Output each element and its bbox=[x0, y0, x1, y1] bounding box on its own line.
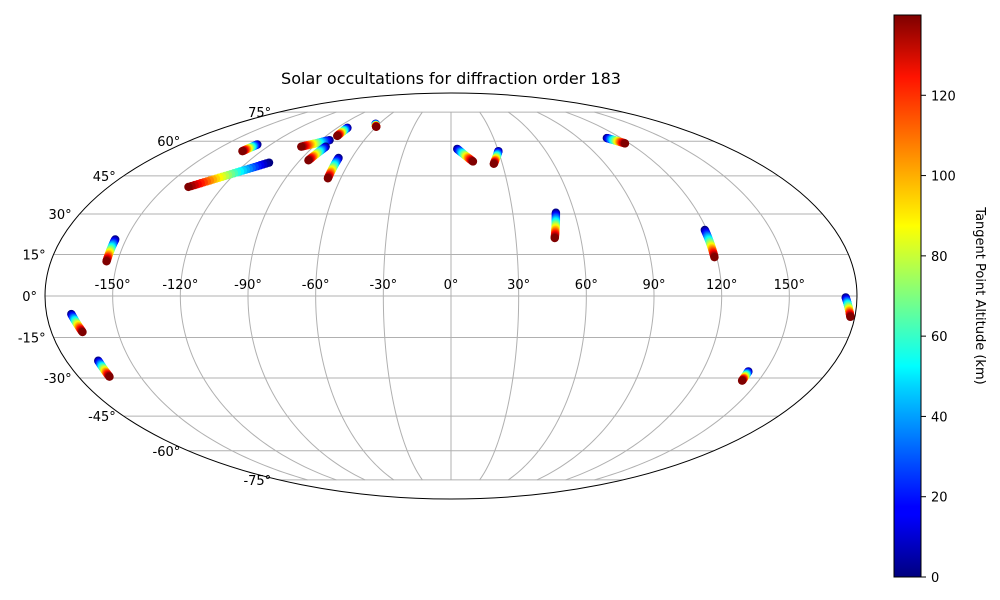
colorbar-tick-label: 40 bbox=[931, 410, 948, 425]
occultation-point bbox=[238, 146, 247, 156]
colorbar-tick-label: 80 bbox=[931, 250, 948, 265]
longitude-tick-label: -120° bbox=[162, 278, 198, 293]
latitude-tick-label: -30° bbox=[44, 372, 72, 387]
colorbar-ticks: 0 20 40 60 80 100 120 bbox=[921, 89, 956, 586]
longitude-tick-label: 30° bbox=[507, 278, 530, 293]
occultation-point bbox=[737, 376, 747, 385]
occultation-point bbox=[304, 156, 313, 165]
occultation-point bbox=[489, 159, 498, 169]
longitude-tick-label: -150° bbox=[95, 278, 131, 293]
occultation-point bbox=[550, 233, 559, 243]
longitude-tick-label: 60° bbox=[575, 278, 598, 293]
map-frame bbox=[44, 92, 858, 500]
longitude-tick-label: 150° bbox=[774, 278, 805, 293]
latitude-tick-label: 75° bbox=[248, 106, 271, 121]
latitude-tick-label: -75° bbox=[243, 474, 271, 489]
occultation-point bbox=[333, 131, 342, 141]
colorbar-tick-label: 60 bbox=[931, 330, 948, 345]
occultation-point bbox=[372, 122, 381, 131]
longitude-tick-label: -90° bbox=[234, 278, 262, 293]
latitude-tick-label: 15° bbox=[23, 248, 46, 263]
colorbar-tick-label: 120 bbox=[931, 89, 956, 104]
occultation-point bbox=[297, 142, 306, 151]
occultation-point bbox=[102, 257, 111, 266]
latitude-tick-label: -60° bbox=[153, 445, 181, 460]
colorbar-tick-label: 0 bbox=[931, 571, 939, 586]
colorbar-tick-label: 20 bbox=[931, 491, 948, 506]
occultation-point bbox=[78, 327, 87, 337]
latitude-tick-label: 0° bbox=[22, 290, 37, 305]
occultation-point bbox=[620, 139, 630, 148]
longitude-tick-label: 120° bbox=[706, 278, 737, 293]
longitude-tick-label: -30° bbox=[369, 278, 397, 293]
colorbar-tick-label: 100 bbox=[931, 170, 956, 185]
colorbar-label: Tangent Point Altitude (km) bbox=[972, 206, 987, 384]
colorbar bbox=[893, 14, 922, 578]
occultation-point bbox=[105, 372, 114, 381]
latitude-tick-label: 30° bbox=[49, 208, 72, 223]
latitude-tick-labels: 75° 60° 45° 30° 15° 0° -15° -30° -45° -60° -75° bbox=[18, 106, 271, 489]
chart-title: Solar occultations for diffraction order… bbox=[281, 69, 621, 88]
occultation-point bbox=[468, 157, 478, 166]
longitude-tick-labels: -150° -120° -90° -60° -30° 0° 30° 60° 90° 120° 150… bbox=[95, 278, 805, 293]
latitude-tick-label: 45° bbox=[93, 170, 116, 185]
graticule bbox=[45, 111, 857, 481]
occultation-point bbox=[710, 252, 719, 262]
latitude-tick-label: -45° bbox=[88, 410, 116, 425]
occultation-point bbox=[184, 182, 193, 192]
latitude-tick-label: -15° bbox=[18, 332, 46, 347]
occultation-point bbox=[846, 312, 855, 322]
longitude-tick-label: 0° bbox=[444, 278, 459, 293]
occultation-point bbox=[323, 174, 333, 183]
occultation-tracks bbox=[67, 119, 855, 385]
longitude-tick-label: 90° bbox=[642, 278, 665, 293]
longitude-tick-label: -60° bbox=[302, 278, 330, 293]
latitude-tick-label: 60° bbox=[157, 135, 180, 150]
